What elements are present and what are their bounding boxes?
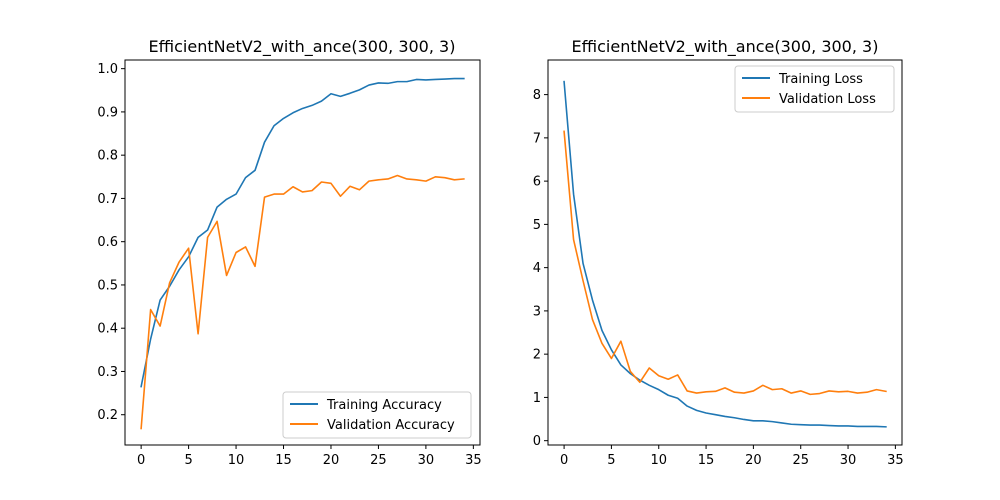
accuracy-y-tick-label: 1.0 [97, 62, 118, 77]
accuracy-chart-ticks: 0 5 10 15 20 25 30 35 0.2 0.3 0.4 0.5 0.6 0.7 0.8 0.9 1.… [97, 62, 481, 468]
loss-y-tick-label: 0 [533, 434, 541, 449]
loss-series-line-training [563, 80, 887, 428]
loss-chart-lines [563, 80, 887, 428]
loss-legend-label-validation: Validation Loss [779, 92, 876, 107]
accuracy-chart: EfficientNetV2_with_ance(300, 300, 3) 0 5… [97, 37, 481, 468]
accuracy-y-tick-label: 0.4 [97, 322, 118, 337]
accuracy-y-tick-label: 0.2 [97, 408, 118, 423]
loss-chart-ticks: 0 5 10 15 20 25 30 35 0 1 2 3 4 5 6 7 8 [533, 88, 904, 468]
loss-legend-box [734, 65, 895, 113]
accuracy-y-tick-label: 0.8 [97, 149, 118, 164]
accuracy-x-tick-label: 30 [418, 453, 435, 468]
loss-x-tick-label: 0 [560, 453, 568, 468]
accuracy-x-tick-label: 5 [184, 453, 192, 468]
loss-y-tick-label: 8 [533, 88, 541, 103]
loss-chart-legend: Training Loss Validation Loss [734, 65, 895, 113]
loss-x-tick-label: 25 [792, 453, 809, 468]
accuracy-chart-title: EfficientNetV2_with_ance(300, 300, 3) [149, 37, 456, 57]
accuracy-legend-label-training: Training Accuracy [326, 398, 442, 413]
loss-series-line-validation [563, 130, 887, 396]
loss-y-tick-label: 4 [533, 261, 541, 276]
loss-y-tick-label: 3 [533, 304, 541, 319]
accuracy-chart-legend: Training Accuracy Validation Accuracy [282, 391, 472, 439]
accuracy-x-tick-label: 35 [465, 453, 482, 468]
accuracy-chart-lines [140, 77, 465, 430]
loss-y-tick-label: 6 [533, 175, 541, 190]
accuracy-series-line-validation [140, 174, 465, 430]
accuracy-series-line-training [140, 77, 465, 388]
accuracy-y-tick-label: 0.3 [97, 365, 118, 380]
accuracy-y-tick-label: 0.7 [97, 192, 118, 207]
accuracy-x-tick-label: 10 [228, 453, 245, 468]
loss-x-tick-label: 35 [887, 453, 904, 468]
loss-chart-title: EfficientNetV2_with_ance(300, 300, 3) [572, 37, 879, 57]
loss-y-tick-label: 2 [533, 348, 541, 363]
accuracy-y-tick-label: 0.6 [97, 235, 118, 250]
accuracy-y-tick-label: 0.9 [97, 105, 118, 120]
loss-x-tick-label: 15 [698, 453, 715, 468]
loss-y-tick-label: 5 [533, 218, 541, 233]
loss-y-tick-label: 1 [533, 391, 541, 406]
loss-legend-label-training: Training Loss [778, 72, 863, 87]
loss-x-tick-label: 30 [840, 453, 857, 468]
accuracy-x-tick-label: 15 [275, 453, 292, 468]
loss-x-tick-label: 20 [745, 453, 762, 468]
loss-x-tick-label: 5 [607, 453, 615, 468]
loss-chart: EfficientNetV2_with_ance(300, 300, 3) 0 5… [533, 37, 904, 468]
loss-x-tick-label: 10 [650, 453, 667, 468]
accuracy-x-tick-label: 0 [137, 453, 145, 468]
accuracy-x-tick-label: 25 [370, 453, 387, 468]
accuracy-legend-box [282, 391, 472, 439]
accuracy-x-tick-label: 20 [323, 453, 340, 468]
accuracy-legend-label-validation: Validation Accuracy [327, 418, 455, 433]
accuracy-chart-frame [124, 59, 481, 446]
accuracy-y-tick-label: 0.5 [97, 278, 118, 293]
loss-y-tick-label: 7 [533, 131, 541, 146]
loss-chart-frame [547, 59, 903, 446]
